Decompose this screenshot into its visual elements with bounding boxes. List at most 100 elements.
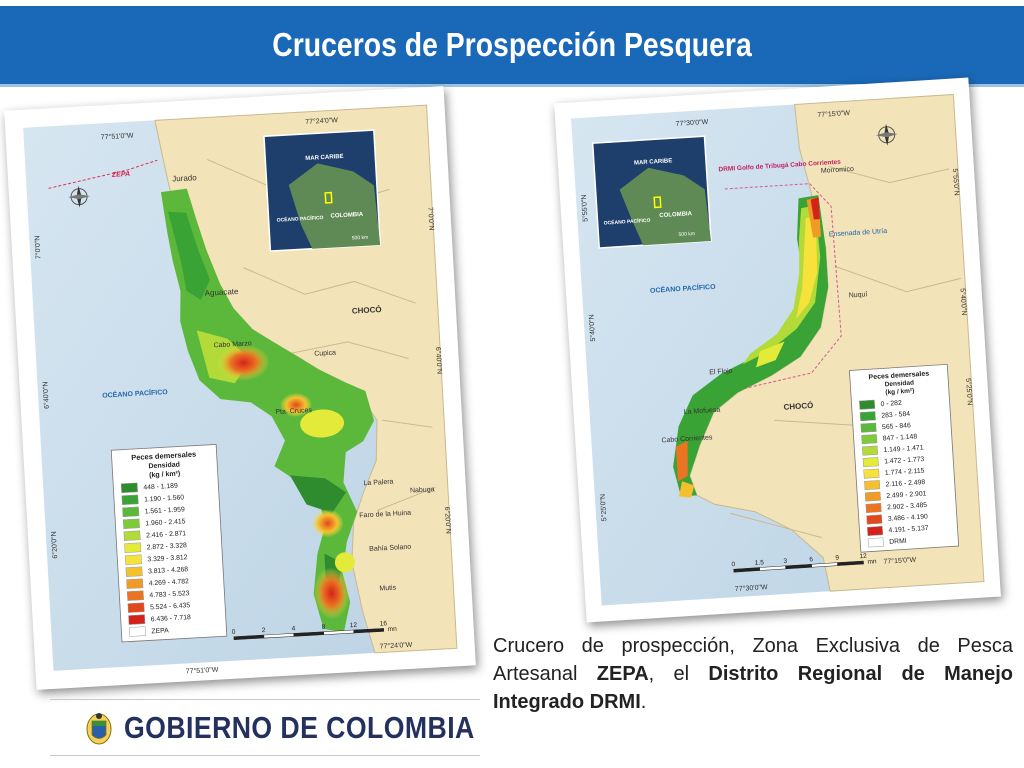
scale-tick-label: 12 <box>350 622 358 629</box>
legend-swatch <box>859 411 876 422</box>
legend-swatch <box>861 445 879 456</box>
legend-label: DRMI <box>889 538 907 546</box>
map-right-inset: MAR CARIBE OCÉANO PACÍFICO COLOMBIA 500 … <box>591 135 712 249</box>
map-left-legend: Peces demersales Densidad (kg / km²) 448… <box>110 443 228 643</box>
place-el-flojo: El Flojo <box>709 368 733 376</box>
gobierno-logo: GOBIERNO DE COLOMBIA <box>84 707 514 751</box>
map-left-card: MAR CARIBE OCÉANO PACÍFICO COLOMBIA 500 … <box>4 86 476 690</box>
caption-bold-drmi: Distrito Regional de Manejo Integrado DR… <box>493 663 1013 713</box>
map-right-legend: Peces demersales Densidad (kg / km²) 0 -… <box>849 363 960 553</box>
density-coverage <box>160 188 375 633</box>
scale-tick-label: 3 <box>783 558 787 565</box>
legend-swatch <box>861 434 878 445</box>
scale-tick-label: 0 <box>731 561 735 568</box>
place-cabo-marzo: Cabo Marzo <box>213 340 252 349</box>
coord-right-3: 5°25'0"N <box>964 378 974 406</box>
place-faro-huina: Faro de la Huina <box>359 510 411 520</box>
legend-swatch <box>122 506 140 517</box>
coord-left-1: 5°55'0"N <box>580 194 590 222</box>
place-mutis: Mutis <box>379 585 397 593</box>
scale-tick-label: 0 <box>232 629 236 636</box>
legend-label: 4.191 - 5.137 <box>888 525 929 535</box>
legend-swatch <box>864 491 881 502</box>
coord-left-3: 5°25'0"N <box>599 494 609 522</box>
legend-swatch <box>866 514 883 525</box>
place-la-palera: La Palera <box>363 479 393 488</box>
coord-bottom-1: 77°51'0"W <box>186 666 219 676</box>
inset-sea-label: MAR CARIBE <box>305 154 344 162</box>
legend-label: 847 - 1.148 <box>883 433 918 442</box>
legend-label: 1.190 - 1.560 <box>144 494 185 503</box>
legend-title: Peces demersales <box>131 450 196 463</box>
scale-tick-label: 16 <box>380 620 388 627</box>
top-line <box>0 0 1024 4</box>
legend-swatch <box>123 530 141 541</box>
place-la-mofuesa: La Mofuesa <box>684 407 721 416</box>
place-zepa: ZEPA <box>111 171 131 179</box>
zepa-boundary <box>48 159 158 189</box>
place-jurado: Jurado <box>172 173 197 183</box>
inset-scale-label: 500 km <box>678 231 695 238</box>
legend-label: 2.416 - 2.871 <box>146 530 187 539</box>
coord-top-2: 77°24'0"W <box>305 116 338 126</box>
legend-label: 1.960 - 2.415 <box>145 518 186 527</box>
legend-title: Peces demersales <box>868 371 929 382</box>
drmi-boundary <box>722 183 842 395</box>
legend-label: 2.902 - 3.485 <box>887 502 928 512</box>
legend-swatch <box>860 422 877 433</box>
legend-swatch <box>864 480 881 491</box>
legend-label: 565 - 846 <box>882 422 911 431</box>
scale-tick-label: 12 <box>859 553 867 560</box>
legend-label: 1.561 - 1.959 <box>145 506 186 515</box>
caption-text-2: , el <box>648 663 709 685</box>
legend-label: 4.269 - 4.782 <box>149 578 190 587</box>
place-aguacate: Aguacate <box>204 287 239 298</box>
scale-tick-label: 9 <box>835 555 839 562</box>
coord-top-1: 77°51'0"W <box>101 132 134 142</box>
compass-rose-icon <box>875 123 898 146</box>
header-bar: Cruceros de Prospección Pesquera <box>0 6 1024 87</box>
map-right: MAR CARIBE OCÉANO PACÍFICO COLOMBIA 500 … <box>571 93 985 606</box>
land-borders <box>730 165 961 539</box>
legend-label: 1.149 - 1.471 <box>883 445 924 455</box>
legend-swatch <box>865 503 882 514</box>
inset-sea-label: MAR CARIBE <box>634 158 673 166</box>
caption: Crucero de prospección, Zona Exclusiva d… <box>493 632 1013 716</box>
legend-subtitle: Densidad <box>885 380 915 389</box>
place-nuqui: Nuquí <box>849 291 868 299</box>
coord-bottom-1: 77°30'0"W <box>735 583 769 593</box>
compass-rose-icon <box>68 185 91 208</box>
legend-label: 5.524 - 6.435 <box>150 602 191 611</box>
caption-text-3: . <box>640 691 647 713</box>
place-utria: Ensenada de Utría <box>829 228 888 239</box>
legend-swatch <box>126 578 144 589</box>
coord-left-1: 7°0'0"N <box>33 236 42 260</box>
legend-swatch <box>867 526 884 536</box>
place-choco: CHOCÓ <box>352 305 382 316</box>
inset-ocean-label: OCÉANO PACÍFICO <box>603 216 650 227</box>
footer-rule-top <box>50 699 480 700</box>
coord-right-2: 6°40'0"N <box>434 347 444 375</box>
map-right-card: MAR CARIBE OCÉANO PACÍFICO COLOMBIA 500 … <box>554 77 1001 623</box>
coord-right-2: 5°40'0"N <box>958 288 968 316</box>
coord-bottom-2: 77°24'0"W <box>379 641 412 651</box>
legend-unit: (kg / km²) <box>149 470 180 479</box>
legend-swatch <box>124 554 142 565</box>
coord-right-3: 6°20'0"N <box>443 506 453 534</box>
legend-unit: (kg / km²) <box>885 387 914 396</box>
legend-label: 0 - 282 <box>880 400 902 408</box>
map-left: MAR CARIBE OCÉANO PACÍFICO COLOMBIA 500 … <box>23 104 458 676</box>
legend-label: 1.774 - 2.115 <box>885 468 925 477</box>
scale-segment <box>837 560 864 566</box>
legend-label: 2.872 - 3.328 <box>147 542 188 551</box>
legend-swatch <box>121 494 139 506</box>
inset-ocean-label: OCÉANO PACÍFICO <box>276 213 323 224</box>
inset-scale-label: 500 km <box>352 235 369 242</box>
place-pta-cruces: Pta. Cruces <box>275 407 312 416</box>
legend-swatch <box>128 626 146 637</box>
legend-label: 3.813 - 4.268 <box>148 566 189 575</box>
scale-tick-label: 8 <box>321 624 325 631</box>
legend-swatch <box>867 537 884 548</box>
logo-text: GOBIERNO DE COLOMBIA <box>124 710 475 745</box>
